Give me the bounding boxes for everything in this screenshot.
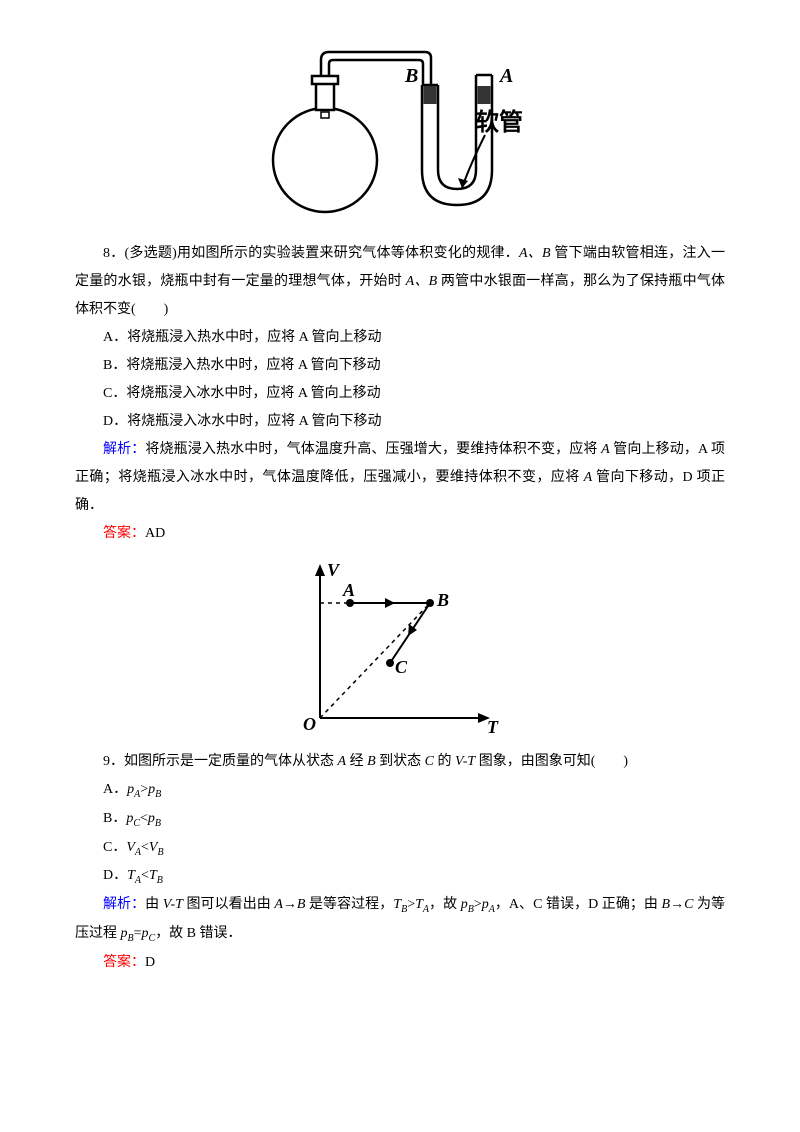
q9-answer: 答案：D <box>75 949 725 977</box>
analysis-label: 解析： <box>103 897 145 912</box>
q8-option-a: A．将烧瓶浸入热水中时，应将 A 管向上移动 <box>75 324 725 352</box>
vt-graph-svg: V T O A B C <box>295 558 505 738</box>
point-b-label: B <box>436 590 449 610</box>
axis-t-label: T <box>487 717 499 737</box>
origin-label: O <box>303 714 316 734</box>
label-A: A <box>498 65 513 87</box>
point-c-label: C <box>395 657 408 677</box>
q9-stem: 9．如图所示是一定质量的气体从状态 A 经 B 到状态 C 的 V-T 图象，由… <box>75 748 725 776</box>
q9-option-d: D．TA<TB <box>75 862 725 891</box>
axis-v-label: V <box>327 560 341 580</box>
label-B: B <box>404 65 418 87</box>
q9-analysis: 解析：由 V-T 图可以看出由 A→B 是等容过程，TB>TA，故 pB>pA，… <box>75 891 725 949</box>
point-a-label: A <box>342 580 355 600</box>
q8-option-d: D．将烧瓶浸入冰水中时，应将 A 管向下移动 <box>75 408 725 436</box>
figure-vt-graph: V T O A B C <box>75 558 725 738</box>
answer-label: 答案： <box>103 955 145 970</box>
analysis-label: 解析： <box>103 442 145 457</box>
q9-option-c: C．VA<VB <box>75 834 725 863</box>
document-page: B A 软管 8．(多选题)用如图所示的实验装置来研究气体等体积变化的规律．A、… <box>0 0 800 1007</box>
answer-label: 答案： <box>103 526 145 541</box>
q8-option-c: C．将烧瓶浸入冰水中时，应将 A 管向上移动 <box>75 380 725 408</box>
q8-analysis: 解析：将烧瓶浸入热水中时，气体温度升高、压强增大，要维持体积不变，应将 A 管向… <box>75 436 725 520</box>
label-soft-tube: 软管 <box>475 108 523 136</box>
q9-option-b: B．pC<pB <box>75 805 725 834</box>
q8-stem: 8．(多选题)用如图所示的实验装置来研究气体等体积变化的规律．A、B 管下端由软… <box>75 240 725 324</box>
q9-option-a: A．pA>pB <box>75 776 725 805</box>
figure-apparatus: B A 软管 <box>75 30 725 230</box>
q8-answer: 答案：AD <box>75 520 725 548</box>
q8-option-b: B．将烧瓶浸入热水中时，应将 A 管向下移动 <box>75 352 725 380</box>
apparatus-svg: B A 软管 <box>255 30 545 230</box>
